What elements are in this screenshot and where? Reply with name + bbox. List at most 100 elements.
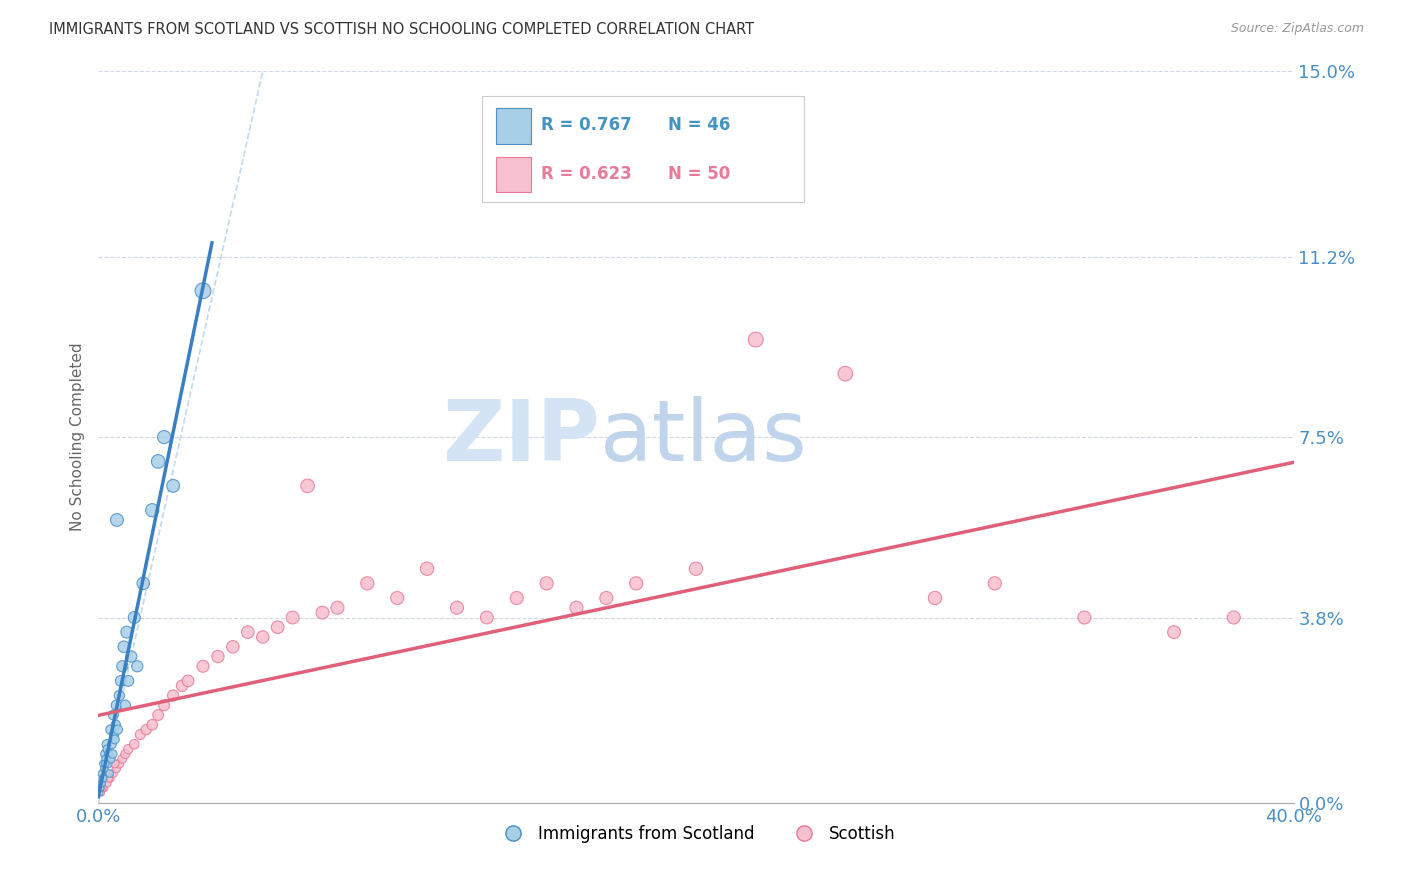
Point: [110, 673, 132, 688]
Point: [127, 659, 149, 673]
Point: [108, 756, 131, 771]
Point: [117, 742, 139, 756]
Point: [93, 756, 115, 771]
Point: [984, 576, 1007, 591]
Point: [834, 367, 856, 381]
Point: [91, 772, 114, 786]
Point: [104, 718, 127, 732]
Point: [924, 591, 946, 605]
Point: [565, 600, 588, 615]
Point: [98, 766, 121, 780]
Point: [236, 625, 259, 640]
Point: [207, 649, 229, 664]
Point: [446, 600, 468, 615]
Point: [91, 776, 114, 790]
Point: [114, 698, 136, 713]
Point: [98, 723, 122, 737]
Text: ZIP: ZIP: [443, 395, 600, 479]
Text: Source: ZipAtlas.com: Source: ZipAtlas.com: [1230, 22, 1364, 36]
Text: N = 46: N = 46: [668, 116, 730, 135]
Point: [103, 766, 125, 780]
Point: [97, 747, 120, 761]
Point: [93, 781, 115, 796]
Point: [356, 576, 378, 591]
Point: [96, 737, 118, 751]
Point: [595, 591, 617, 605]
Point: [103, 727, 125, 741]
Legend: Immigrants from Scotland, Scottish: Immigrants from Scotland, Scottish: [489, 818, 903, 849]
Point: [101, 747, 124, 761]
Point: [153, 698, 176, 713]
Point: [626, 576, 648, 591]
Point: [105, 698, 128, 713]
Point: [506, 591, 529, 605]
Point: [91, 766, 114, 780]
Point: [93, 772, 115, 786]
Point: [129, 727, 152, 741]
Point: [107, 723, 129, 737]
Point: [222, 640, 245, 654]
Point: [281, 610, 304, 624]
Point: [112, 640, 135, 654]
Point: [162, 689, 184, 703]
Point: [148, 708, 170, 723]
Point: [89, 786, 111, 800]
Point: [536, 576, 558, 591]
Point: [141, 718, 163, 732]
Point: [475, 610, 498, 624]
Point: [416, 562, 439, 576]
Point: [1223, 610, 1246, 624]
Point: [385, 591, 409, 605]
Point: [108, 689, 131, 703]
Point: [94, 756, 117, 771]
Point: [326, 600, 349, 615]
Point: [96, 776, 118, 790]
Point: [135, 723, 157, 737]
Point: [101, 737, 124, 751]
Point: [105, 762, 128, 776]
Point: [1073, 610, 1095, 624]
Point: [94, 752, 117, 766]
Point: [162, 479, 184, 493]
Point: [93, 762, 115, 776]
Point: [153, 430, 176, 444]
Point: [96, 742, 118, 756]
Point: [94, 747, 117, 761]
Point: [104, 756, 127, 771]
Point: [90, 776, 112, 790]
Point: [115, 625, 138, 640]
Point: [177, 673, 200, 688]
Point: [97, 756, 120, 771]
Point: [311, 606, 333, 620]
Point: [90, 786, 112, 800]
Point: [103, 708, 125, 723]
Point: [111, 752, 134, 766]
Point: [252, 630, 274, 644]
Point: [685, 562, 707, 576]
Point: [124, 737, 146, 751]
Point: [90, 781, 112, 796]
Point: [172, 679, 194, 693]
Point: [191, 284, 214, 298]
Point: [120, 649, 142, 664]
Point: [111, 659, 134, 673]
Point: [105, 513, 128, 527]
Point: [141, 503, 163, 517]
Point: [267, 620, 290, 634]
Point: [98, 772, 122, 786]
Point: [745, 333, 768, 347]
Text: N = 50: N = 50: [668, 164, 730, 183]
Point: [89, 772, 111, 786]
Point: [104, 732, 127, 747]
Point: [148, 454, 170, 468]
Point: [124, 610, 146, 624]
Text: R = 0.767: R = 0.767: [541, 116, 633, 135]
Point: [297, 479, 319, 493]
Text: IMMIGRANTS FROM SCOTLAND VS SCOTTISH NO SCHOOLING COMPLETED CORRELATION CHART: IMMIGRANTS FROM SCOTLAND VS SCOTTISH NO …: [49, 22, 755, 37]
Point: [132, 576, 155, 591]
Point: [117, 673, 139, 688]
Point: [90, 781, 112, 796]
Text: R = 0.623: R = 0.623: [541, 164, 633, 183]
Point: [114, 747, 136, 761]
Point: [91, 781, 114, 796]
